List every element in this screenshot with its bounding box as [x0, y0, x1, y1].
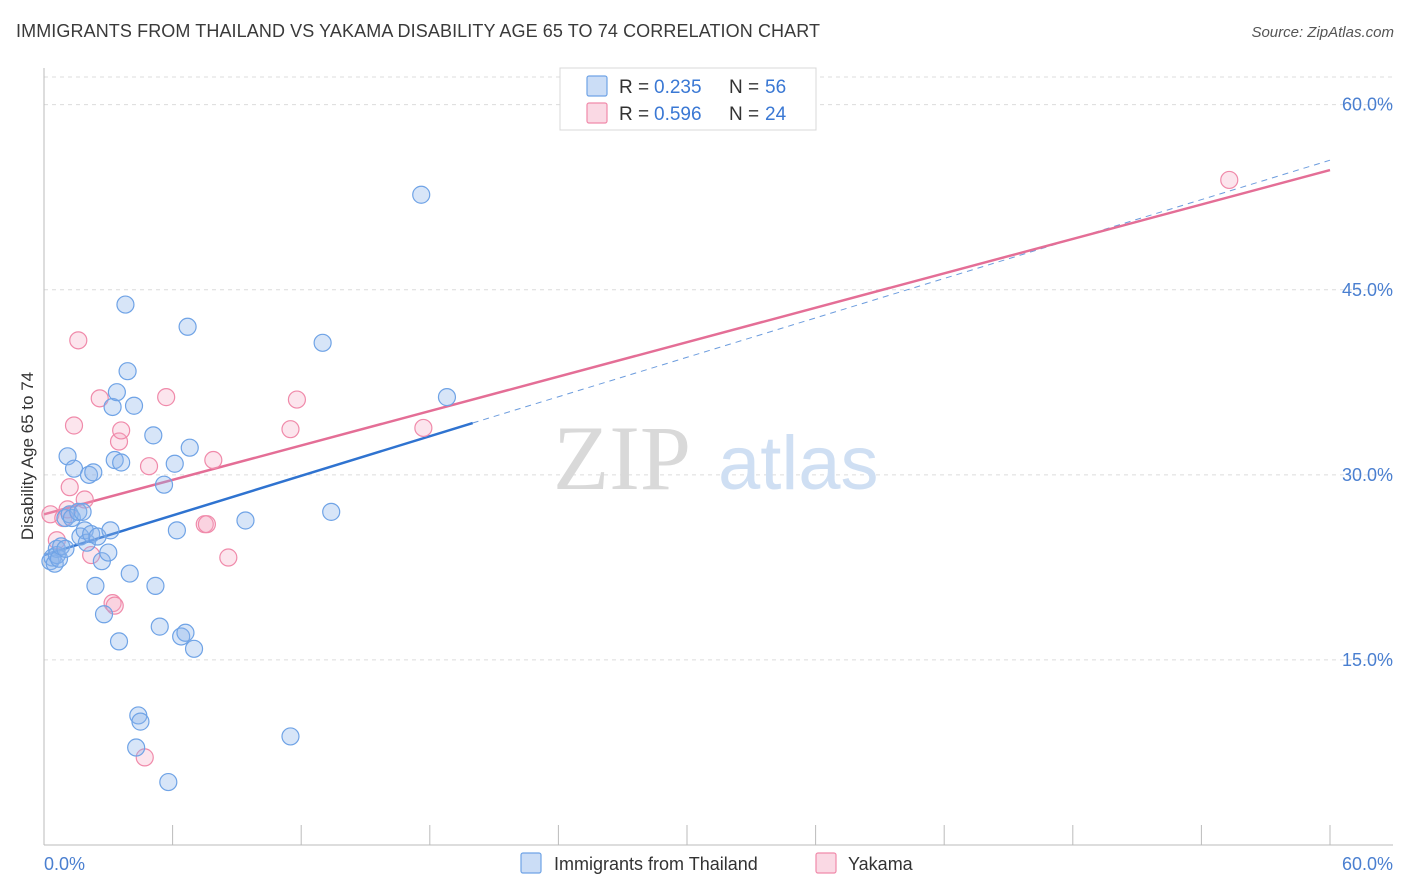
- point-thailand-56: [437, 388, 457, 407]
- point-yakama-20: [219, 548, 238, 567]
- y-tick-label-15: 15.0%: [1342, 650, 1393, 670]
- chart-source: Source: ZipAtlas.com: [1251, 24, 1394, 41]
- legend-r-label-thailand: R =: [619, 77, 649, 98]
- point-yakama-16: [157, 388, 176, 407]
- legend-n-label-yakama: N =: [729, 104, 759, 125]
- point-thailand-51: [236, 511, 255, 530]
- series-legend-swatch-thailand: [520, 852, 542, 874]
- stats-legend: R = 0.235 N = 56 R = 0.596 N = 24: [559, 67, 817, 131]
- point-thailand-21: [86, 576, 105, 595]
- point-thailand-50: [184, 639, 204, 658]
- x-tick-label-max: 60.0%: [1342, 854, 1393, 874]
- point-thailand-15: [73, 502, 92, 521]
- point-yakama-13: [112, 421, 131, 440]
- point-yakama-6: [69, 331, 88, 350]
- point-thailand-52: [281, 727, 300, 746]
- y-tick-label-30: 30.0%: [1342, 465, 1393, 485]
- x-tick-labels: 0.0% 60.0%: [44, 854, 1393, 874]
- y-axis-label: Disability Age 65 to 74: [18, 372, 37, 540]
- point-thailand-7: [56, 539, 75, 558]
- point-thailand-13: [69, 502, 88, 521]
- point-thailand-47: [176, 623, 195, 642]
- point-thailand-40: [146, 576, 165, 595]
- watermark: ZIP atlas: [553, 407, 879, 509]
- point-thailand-48: [178, 317, 197, 336]
- point-thailand-41: [150, 617, 169, 636]
- stats-legend-box: [559, 67, 817, 131]
- point-thailand-27: [103, 397, 122, 417]
- axes: [43, 68, 1393, 846]
- legend-n-value-yakama: 24: [765, 104, 787, 125]
- y-tick-label-60: 60.0%: [1342, 95, 1393, 115]
- legend-swatch-thailand: [586, 75, 608, 97]
- data-points: [41, 170, 1239, 792]
- trend-lines: [43, 159, 1331, 557]
- trend-line-yakama: [43, 168, 1331, 516]
- point-thailand-38: [131, 712, 150, 731]
- point-thailand-33: [118, 362, 137, 381]
- point-thailand-54: [322, 502, 341, 521]
- point-thailand-39: [144, 426, 163, 445]
- legend-r-value-thailand: 0.235: [654, 77, 702, 98]
- point-yakama-19: [204, 450, 223, 470]
- point-thailand-45: [167, 521, 186, 540]
- point-thailand-30: [109, 632, 129, 651]
- legend-n-label-thailand: N =: [729, 77, 759, 98]
- point-thailand-17: [77, 533, 96, 552]
- point-thailand-55: [412, 185, 431, 204]
- legend-r-label-yakama: R =: [619, 104, 649, 125]
- legend-swatch-yakama: [586, 102, 608, 124]
- point-yakama-22: [287, 390, 307, 409]
- y-tick-label-45: 45.0%: [1342, 280, 1393, 300]
- point-thailand-25: [99, 543, 118, 562]
- point-thailand-44: [165, 454, 184, 473]
- point-thailand-53: [313, 333, 332, 352]
- point-yakama-24: [1220, 170, 1239, 190]
- watermark-zip: ZIP: [553, 407, 691, 509]
- point-thailand-49: [180, 438, 199, 457]
- point-thailand-31: [112, 453, 131, 472]
- point-thailand-42: [154, 475, 174, 494]
- trend-line-thailand-extension: [472, 159, 1331, 424]
- point-thailand-29: [107, 383, 126, 402]
- x-tick-label-min: 0.0%: [44, 854, 85, 874]
- point-thailand-26: [101, 521, 120, 540]
- series-legend-label-thailand: Immigrants from Thailand: [554, 854, 758, 874]
- watermark-atlas: atlas: [718, 421, 879, 506]
- point-thailand-24: [94, 605, 114, 624]
- trend-line-thailand: [43, 421, 474, 557]
- chart-title: IMMIGRANTS FROM THAILAND VS YAKAMA DISAB…: [16, 21, 821, 41]
- legend-r-value-yakama: 0.596: [654, 104, 702, 125]
- point-thailand-32: [116, 295, 135, 314]
- legend-n-value-thailand: 56: [765, 77, 786, 98]
- point-yakama-4: [60, 478, 79, 497]
- point-yakama-18: [197, 515, 216, 534]
- point-yakama-15: [139, 457, 159, 476]
- point-thailand-34: [120, 564, 139, 583]
- point-yakama-12: [109, 432, 129, 451]
- point-thailand-20: [84, 463, 103, 482]
- point-yakama-23: [414, 418, 433, 438]
- grid-lines: [44, 76, 1393, 661]
- point-yakama-9: [90, 389, 109, 408]
- point-thailand-43: [159, 772, 178, 792]
- y-tick-labels: 15.0% 30.0% 45.0% 60.0%: [1342, 95, 1393, 670]
- series-legend-label-yakama: Yakama: [848, 854, 914, 874]
- point-thailand-36: [127, 738, 146, 757]
- series-legend-swatch-yakama: [815, 852, 837, 874]
- point-yakama-21: [281, 420, 300, 439]
- series-legend: Immigrants from Thailand Yakama: [520, 852, 914, 874]
- point-yakama-5: [64, 416, 84, 435]
- point-thailand-35: [124, 396, 144, 415]
